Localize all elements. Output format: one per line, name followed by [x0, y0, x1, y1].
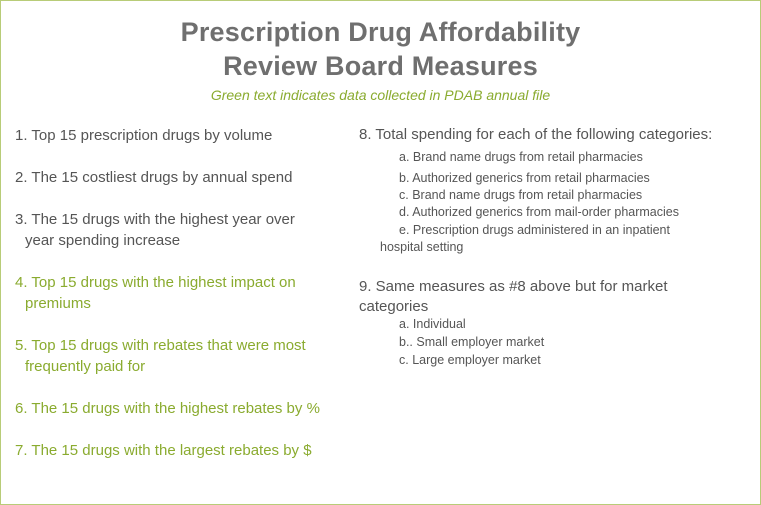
- measure-item-8-heading: 8. Total spending for each of the follow…: [359, 126, 713, 143]
- measure-item-5-text: 5. Top 15 drugs with rebates that were m…: [15, 337, 306, 354]
- measure-item-7: 7. The 15 drugs with the largest rebates…: [15, 440, 312, 461]
- measure-item-4-text: 4. Top 15 drugs with the highest impact …: [15, 274, 296, 291]
- measure-8-sub-e: e. Prescription drugs administered in an…: [399, 223, 670, 237]
- measure-item-3-continued: year spending increase: [25, 232, 181, 249]
- measure-item-2: 2. The 15 costliest drugs by annual spen…: [15, 167, 292, 188]
- page-title: Prescription Drug Affordability Review B…: [1, 15, 760, 83]
- measure-8-sub-c: c. Brand name drugs from retail pharmaci…: [399, 188, 643, 202]
- measure-item-5: 5. Top 15 drugs with rebates that were m…: [15, 335, 306, 377]
- measure-item-6-text: 6. The 15 drugs with the highest rebates…: [15, 400, 320, 417]
- measure-item-9-heading: 9. Same measures as #8 above but for mar…: [359, 278, 668, 295]
- measure-8-sub-d: d. Authorized generics from mail-order p…: [399, 205, 679, 219]
- title-line-2: Review Board Measures: [223, 51, 538, 81]
- measure-8-sub-e-continued: hospital setting: [380, 240, 464, 254]
- measure-item-3: 3. The 15 drugs with the highest year ov…: [15, 209, 295, 251]
- measure-item-6: 6. The 15 drugs with the highest rebates…: [15, 398, 320, 419]
- measure-item-1: 1. Top 15 prescription drugs by volume: [15, 125, 272, 146]
- measure-item-7-text: 7. The 15 drugs with the largest rebates…: [15, 442, 312, 459]
- measure-8-sub-b: b. Authorized generics from retail pharm…: [399, 171, 650, 185]
- measure-item-5-continued: frequently paid for: [25, 358, 146, 375]
- measure-item-9-heading-continued: categories: [359, 298, 429, 315]
- measure-8-sub-a: a. Brand name drugs from retail pharmaci…: [399, 150, 643, 164]
- measure-9-sub-a: a. Individual: [399, 317, 466, 331]
- measure-item-3-text: 3. The 15 drugs with the highest year ov…: [15, 211, 295, 228]
- measure-9-sub-c: c. Large employer market: [399, 353, 541, 367]
- measure-item-1-text: 1. Top 15 prescription drugs by volume: [15, 127, 273, 144]
- measure-item-4-continued: premiums: [25, 295, 91, 312]
- measure-item-4: 4. Top 15 drugs with the highest impact …: [15, 272, 296, 314]
- measure-item-2-text: 2. The 15 costliest drugs by annual spen…: [15, 169, 293, 186]
- measure-9-sub-b: b.. Small employer market: [399, 335, 545, 349]
- title-line-1: Prescription Drug Affordability: [180, 17, 581, 47]
- subtitle-note: Green text indicates data collected in P…: [210, 87, 551, 103]
